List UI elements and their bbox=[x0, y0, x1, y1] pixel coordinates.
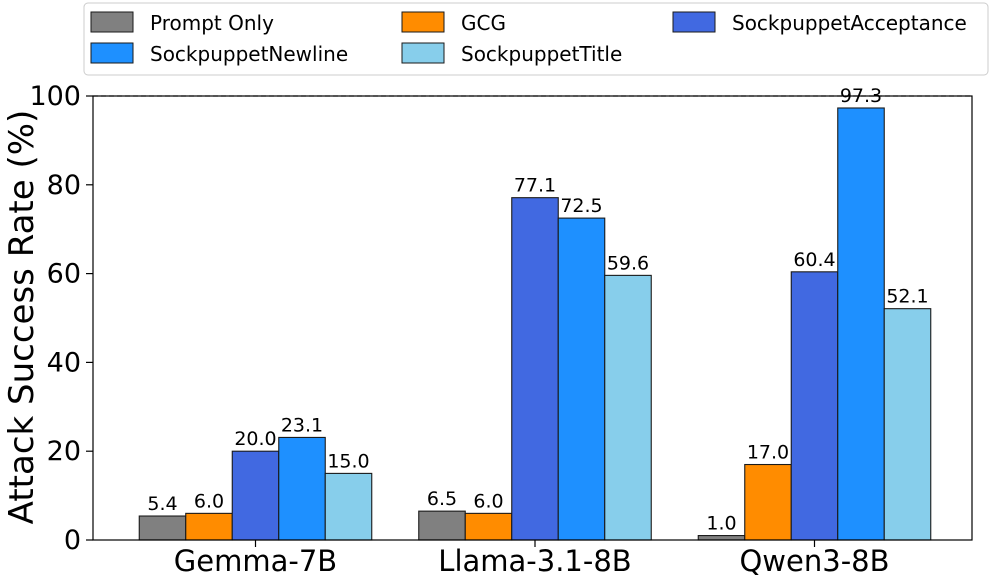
bar bbox=[697, 535, 746, 541]
bar bbox=[185, 512, 233, 541]
data-label: 59.6 bbox=[607, 252, 649, 274]
data-label: 52.1 bbox=[886, 286, 928, 308]
data-label: 77.1 bbox=[514, 175, 556, 197]
legend-label: Prompt Only bbox=[150, 11, 274, 35]
legend-swatch bbox=[401, 11, 445, 33]
axes-frame bbox=[92, 95, 973, 541]
legend-label: SockpuppetNewline bbox=[150, 42, 348, 66]
bar bbox=[324, 472, 373, 541]
legend-swatch bbox=[90, 11, 134, 33]
legend: Prompt Only GCG SockpuppetAcceptance Sockpu… bbox=[83, 2, 989, 76]
y-tick-label: 80 bbox=[47, 170, 81, 201]
bar bbox=[138, 515, 187, 541]
y-tick-label: 20 bbox=[47, 436, 81, 467]
data-label: 72.5 bbox=[560, 195, 602, 217]
legend-box bbox=[83, 2, 989, 76]
data-label: 20.0 bbox=[234, 428, 276, 450]
x-tick-label: Llama-3.1-8B bbox=[438, 544, 631, 578]
legend-swatch bbox=[672, 11, 716, 33]
bar bbox=[604, 274, 652, 541]
data-label: 60.4 bbox=[793, 249, 835, 271]
x-tick-label: Gemma-7B bbox=[174, 544, 337, 578]
legend-label: SockpuppetAcceptance bbox=[732, 11, 967, 35]
data-label: 23.1 bbox=[281, 414, 323, 436]
data-label: 6.0 bbox=[473, 490, 503, 512]
bar bbox=[883, 308, 932, 541]
legend-label: GCG bbox=[461, 11, 506, 35]
y-tick-label: 60 bbox=[47, 259, 81, 290]
bar bbox=[837, 107, 885, 541]
data-label: 1.0 bbox=[706, 513, 736, 535]
bar bbox=[511, 197, 559, 541]
legend-swatch bbox=[90, 42, 134, 64]
bar bbox=[278, 436, 326, 541]
data-label: 6.0 bbox=[194, 490, 224, 512]
legend-swatch bbox=[401, 42, 445, 64]
y-tick-label: 0 bbox=[64, 525, 81, 556]
bar bbox=[557, 217, 606, 541]
y-tick-label: 100 bbox=[29, 81, 81, 112]
bar bbox=[231, 450, 280, 541]
data-label: 6.5 bbox=[427, 488, 457, 510]
data-label: 17.0 bbox=[747, 442, 789, 464]
bar bbox=[790, 271, 839, 541]
data-label: 15.0 bbox=[327, 450, 369, 472]
bar bbox=[744, 463, 792, 541]
y-tick-label: 40 bbox=[47, 347, 81, 378]
data-label: 5.4 bbox=[147, 493, 177, 515]
y-axis-label: Attack Success Rate (%) bbox=[2, 110, 42, 525]
legend-label: SockpuppetTitle bbox=[461, 42, 622, 66]
bar bbox=[464, 512, 513, 541]
x-tick-label: Qwen3-8B bbox=[739, 544, 889, 578]
plot-area: 5.4 6.0 20.023.115.0 6.5 6.0 77.172.5 59.6 1.0 1… bbox=[29, 81, 973, 578]
bar bbox=[418, 510, 466, 541]
